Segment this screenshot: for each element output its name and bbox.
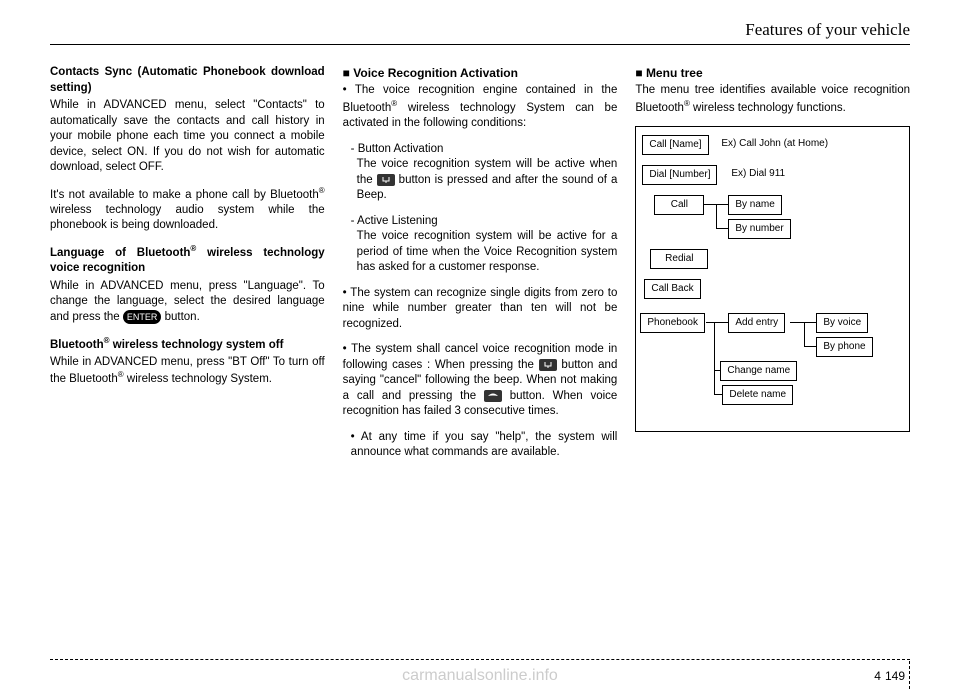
active-listening-label: - Active Listening xyxy=(351,214,618,230)
phone-button-icon xyxy=(484,390,502,402)
bt-off-title: Bluetooth® wireless technology system of… xyxy=(50,336,325,353)
node-by-name: By name xyxy=(728,195,781,215)
node-call: Call xyxy=(654,195,704,215)
node-by-number: By number xyxy=(728,219,790,239)
page-number: 4149 xyxy=(874,669,905,683)
enter-button-icon: ENTER xyxy=(123,310,162,324)
button-activation-label: - Button Activation xyxy=(351,142,618,158)
node-by-voice: By voice xyxy=(816,313,868,333)
contacts-sync-title: Contacts Sync (Automatic Phonebook downl… xyxy=(50,65,325,96)
column-3: ■ Menu tree The menu tree identifies ava… xyxy=(635,65,910,471)
voice-b4: • At any time if you say "help", the sys… xyxy=(351,430,618,461)
contacts-sync-p2: It's not available to make a phone call … xyxy=(50,186,325,234)
page-header: Features of your vehicle xyxy=(50,20,910,45)
node-add-entry: Add entry xyxy=(728,313,785,333)
page: Features of your vehicle Contacts Sync (… xyxy=(0,0,960,689)
ex-dial-number: Ex) Dial 911 xyxy=(731,167,785,181)
voice-b1: • The voice recognition engine contained… xyxy=(343,83,618,131)
node-by-phone: By phone xyxy=(816,337,872,357)
column-1: Contacts Sync (Automatic Phonebook downl… xyxy=(50,65,325,471)
voice-recog-title: ■ Voice Recognition Activation xyxy=(343,65,618,81)
reg-mark: ® xyxy=(319,186,325,195)
node-call-back: Call Back xyxy=(644,279,700,299)
column-2: ■ Voice Recognition Activation • The voi… xyxy=(343,65,618,471)
node-delete-name: Delete name xyxy=(722,385,793,405)
watermark: carmanualsonline.info xyxy=(402,667,558,685)
node-redial: Redial xyxy=(650,249,708,269)
ex-call-name: Ex) Call John (at Home) xyxy=(721,137,828,151)
language-p1: While in ADVANCED menu, press "Language"… xyxy=(50,279,325,326)
bt-off-p1: While in ADVANCED menu, press "BT Off" T… xyxy=(50,355,325,388)
active-listening-text: The voice recognition system will be act… xyxy=(357,229,618,276)
button-activation-text: The voice recognition system will be act… xyxy=(357,157,618,204)
menu-tree-title: ■ Menu tree xyxy=(635,65,910,81)
footer-rule xyxy=(50,659,910,661)
contacts-sync-p1: While in ADVANCED menu, select "Contacts… xyxy=(50,98,325,176)
voice-b2: • The system can recognize single digits… xyxy=(343,286,618,333)
footer-right-rule xyxy=(908,661,910,689)
language-title: Language of Bluetooth® wireless technolo… xyxy=(50,244,325,277)
node-change-name: Change name xyxy=(720,361,797,381)
node-phonebook: Phonebook xyxy=(640,313,705,333)
node-call-name: Call [Name] xyxy=(642,135,708,155)
menu-tree-diagram: Call [Name] Ex) Call John (at Home) Dial… xyxy=(635,126,910,432)
voice-button-icon xyxy=(539,359,557,371)
node-dial-number: Dial [Number] xyxy=(642,165,717,185)
voice-b3: • The system shall cancel voice recognit… xyxy=(343,342,618,420)
section-header: Features of your vehicle xyxy=(50,20,910,40)
voice-button-icon xyxy=(377,174,395,186)
menu-tree-desc: The menu tree identifies available voice… xyxy=(635,83,910,116)
content-columns: Contacts Sync (Automatic Phonebook downl… xyxy=(50,65,910,471)
